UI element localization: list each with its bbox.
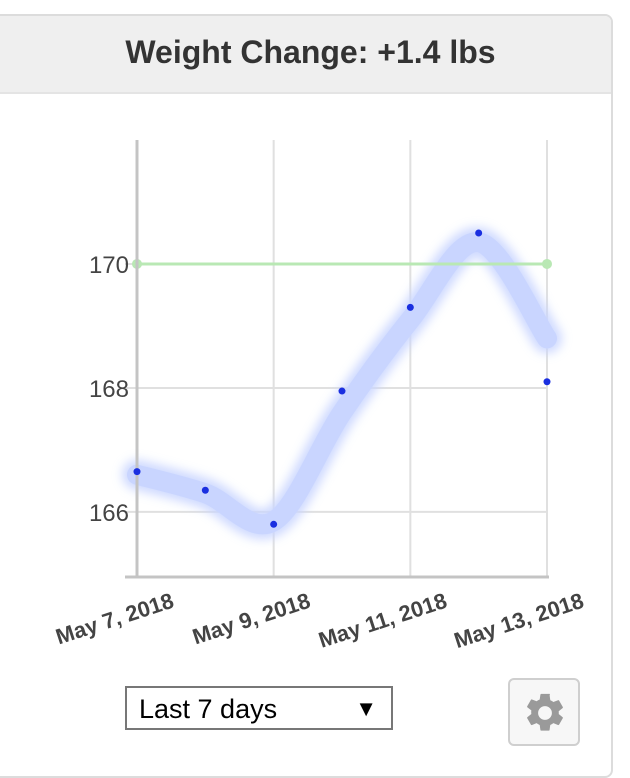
settings-button[interactable]	[508, 678, 580, 746]
goal-end-marker	[542, 258, 552, 269]
data-point	[406, 303, 414, 311]
y-tick-label: 168	[89, 376, 129, 403]
x-tick-label: May 9, 2018	[189, 588, 313, 650]
date-range-value: Last 7 days	[139, 694, 278, 724]
trend-band	[127, 232, 557, 535]
gear-icon	[527, 693, 563, 731]
x-tick-label: May 11, 2018	[315, 588, 450, 653]
data-point	[338, 387, 346, 395]
data-point	[201, 486, 209, 494]
x-tick-label: May 7, 2018	[53, 588, 177, 650]
x-tick-label: May 13, 2018	[451, 588, 587, 653]
data-point	[270, 520, 278, 528]
widget-header: Weight Change: +1.4 lbs	[0, 16, 611, 94]
dropdown-arrow-icon: ▼	[355, 696, 377, 721]
weight-widget: Weight Change: +1.4 lbs	[0, 14, 613, 778]
date-range-select[interactable]: Last 7 days ▼	[125, 686, 393, 730]
weight-chart: 166 168 170 May 7, 2018 May 9, 2018 May 11, 2…	[53, 140, 587, 653]
y-tick-label: 170	[89, 252, 129, 279]
data-point	[475, 229, 483, 237]
data-point	[133, 468, 141, 476]
y-tick-label: 166	[89, 500, 129, 527]
weight-change-title: Weight Change: +1.4 lbs	[125, 34, 496, 70]
data-point	[543, 378, 551, 386]
